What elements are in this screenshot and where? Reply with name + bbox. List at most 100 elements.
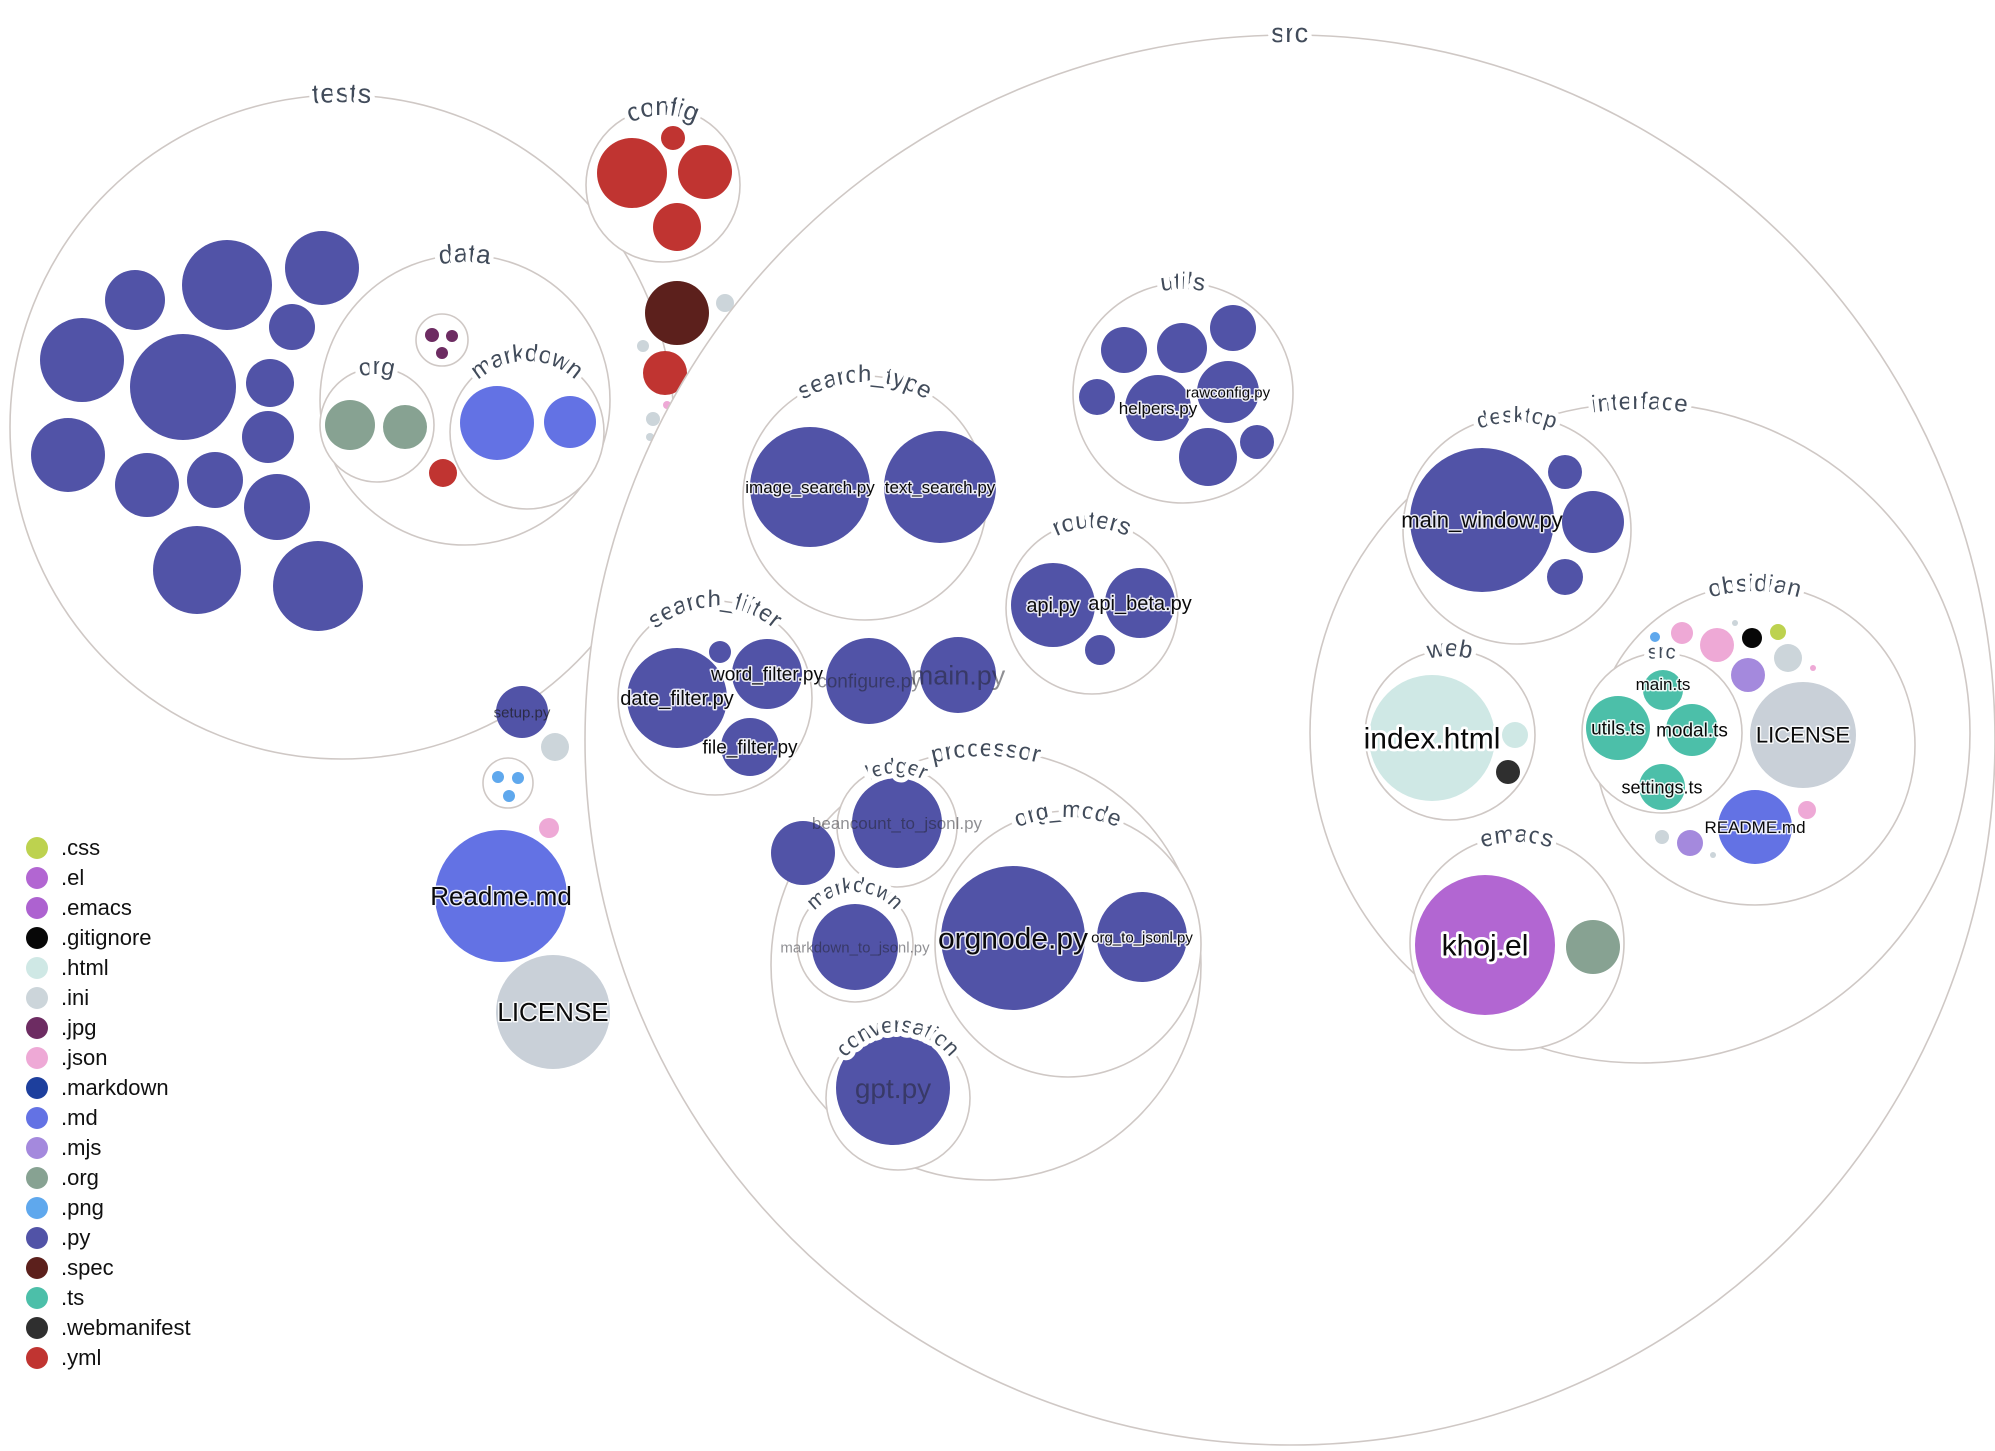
file-circle-gpt.py[interactable]	[836, 1031, 950, 1145]
file-circle-.html[interactable]	[1502, 722, 1528, 748]
file-circle-utils.ts[interactable]	[1586, 696, 1650, 760]
file-circle-.png[interactable]	[503, 790, 515, 802]
file-circle-.org[interactable]	[383, 405, 427, 449]
file-circle-image_search.py[interactable]	[750, 427, 870, 547]
file-circle-khoj.el[interactable]	[1415, 875, 1555, 1015]
file-circle-.py[interactable]	[187, 452, 243, 508]
file-circle-LICENSE[interactable]	[496, 955, 610, 1069]
file-circle-.png[interactable]	[512, 772, 524, 784]
file-circle-.py[interactable]	[105, 270, 165, 330]
file-circle-.ini[interactable]	[1710, 852, 1716, 858]
file-circle-.py[interactable]	[771, 821, 835, 885]
file-circle-.ini[interactable]	[1732, 620, 1738, 626]
folder-circle-org[interactable]	[319, 367, 435, 483]
file-circle-.webmanifest[interactable]	[1496, 760, 1520, 784]
file-circle-.mjs[interactable]	[1731, 658, 1765, 692]
file-circle-.css[interactable]	[1770, 624, 1786, 640]
file-circle-date_filter.py[interactable]	[627, 648, 727, 748]
file-circle-.json[interactable]	[1810, 665, 1816, 671]
file-circle-.py[interactable]	[244, 474, 310, 540]
file-circle-.ini[interactable]	[716, 294, 734, 312]
file-circle-.json[interactable]	[539, 818, 559, 838]
file-circle-helpers.py[interactable]	[1125, 375, 1191, 441]
file-circle-.yml[interactable]	[429, 459, 457, 487]
file-circle-text_search.py[interactable]	[884, 431, 996, 543]
file-circle-.py[interactable]	[242, 411, 294, 463]
file-circle-.yml[interactable]	[678, 145, 732, 199]
file-circle-.py[interactable]	[246, 359, 294, 407]
file-circle-main_window.py[interactable]	[1410, 448, 1554, 592]
file-circle-.mjs[interactable]	[1677, 830, 1703, 856]
file-circle-.ini[interactable]	[646, 412, 660, 426]
file-circle-markdown_to_jsonl.py[interactable]	[812, 904, 898, 990]
file-circle-.py[interactable]	[40, 318, 124, 402]
file-circle-main.py[interactable]	[920, 637, 996, 713]
file-circle-index.html[interactable]	[1369, 675, 1495, 801]
file-circle-.json[interactable]	[1700, 628, 1734, 662]
file-circle-.png[interactable]	[492, 771, 504, 783]
file-circle-.py[interactable]	[1101, 327, 1147, 373]
file-circle-.py[interactable]	[709, 641, 731, 663]
file-circle-.yml[interactable]	[661, 126, 685, 150]
file-label-gpt.py: gpt.py	[855, 1073, 931, 1104]
file-circle-.jpg[interactable]	[446, 330, 458, 342]
file-circle-.py[interactable]	[130, 334, 236, 440]
file-circle-.yml[interactable]	[597, 138, 667, 208]
file-circle-.py[interactable]	[1547, 559, 1583, 595]
file-circle-.py[interactable]	[1210, 305, 1256, 351]
file-circle-.py[interactable]	[1240, 425, 1274, 459]
file-circle-.yml[interactable]	[653, 203, 701, 251]
file-circle-beancount_to_jsonl.py[interactable]	[852, 778, 942, 868]
file-circle-orgnode.py[interactable]	[941, 866, 1085, 1010]
file-circle-.py[interactable]	[1157, 323, 1207, 373]
file-circle-main.ts[interactable]	[1643, 670, 1683, 710]
file-circle-.md[interactable]	[460, 386, 534, 460]
file-circle-.py[interactable]	[182, 240, 272, 330]
folder-circle-unnamed[interactable]	[415, 313, 469, 367]
file-circle-configure.py[interactable]	[826, 638, 912, 724]
file-circle-org_to_jsonl.py[interactable]	[1097, 892, 1187, 982]
file-circle-.py[interactable]	[1085, 635, 1115, 665]
file-circle-.gitignore[interactable]	[1742, 628, 1762, 648]
file-circle-.md[interactable]	[544, 396, 596, 448]
folder-circle-unnamed[interactable]	[482, 757, 534, 809]
file-circle-file_filter.py[interactable]	[721, 718, 779, 776]
file-circle-LICENSE[interactable]	[1750, 682, 1856, 788]
file-circle-.py[interactable]	[115, 453, 179, 517]
file-label-org_to_jsonl.py: org_to_jsonl.py	[1091, 929, 1193, 946]
file-circle-rawconfig.py[interactable]	[1197, 361, 1259, 423]
file-circle-.spec[interactable]	[645, 281, 709, 345]
file-circle-word_filter.py[interactable]	[732, 639, 802, 709]
file-circle-.py[interactable]	[285, 231, 359, 305]
file-circle-.py[interactable]	[1548, 455, 1582, 489]
file-circle-.ini[interactable]	[541, 733, 569, 761]
file-circle-.org[interactable]	[325, 400, 375, 450]
file-circle-Readme.md[interactable]	[435, 830, 567, 962]
file-circle-.py[interactable]	[1562, 491, 1624, 553]
file-circle-.py[interactable]	[269, 304, 315, 350]
file-circle-.yml[interactable]	[643, 351, 687, 395]
file-circle-.png[interactable]	[1650, 632, 1660, 642]
file-circle-.ini[interactable]	[1655, 830, 1669, 844]
file-circle-.org[interactable]	[1566, 920, 1620, 974]
file-circle-README.md[interactable]	[1718, 790, 1792, 864]
file-circle-settings.ts[interactable]	[1639, 764, 1685, 810]
file-circle-.py[interactable]	[273, 541, 363, 631]
file-circle-.ini[interactable]	[637, 340, 649, 352]
file-circle-.jpg[interactable]	[425, 328, 439, 342]
file-circle-setup.py[interactable]	[496, 686, 548, 738]
file-circle-.py[interactable]	[1079, 379, 1115, 415]
file-circle-.json[interactable]	[1671, 622, 1693, 644]
file-circle-.json[interactable]	[1798, 801, 1816, 819]
file-circle-.jpg[interactable]	[436, 347, 448, 359]
file-circle-modal.ts[interactable]	[1666, 704, 1718, 756]
file-circle-api_beta.py[interactable]	[1105, 568, 1175, 638]
folder-circle-src[interactable]	[1581, 652, 1743, 814]
file-circle-.py[interactable]	[31, 418, 105, 492]
file-circle-.py[interactable]	[1179, 428, 1237, 486]
legend-swatch-ini	[26, 987, 48, 1009]
file-circle-.py[interactable]	[153, 526, 241, 614]
file-circle-.ini[interactable]	[1774, 644, 1802, 672]
file-circle-api.py[interactable]	[1011, 563, 1095, 647]
file-label-Readme.md: Readme.md	[430, 881, 572, 911]
